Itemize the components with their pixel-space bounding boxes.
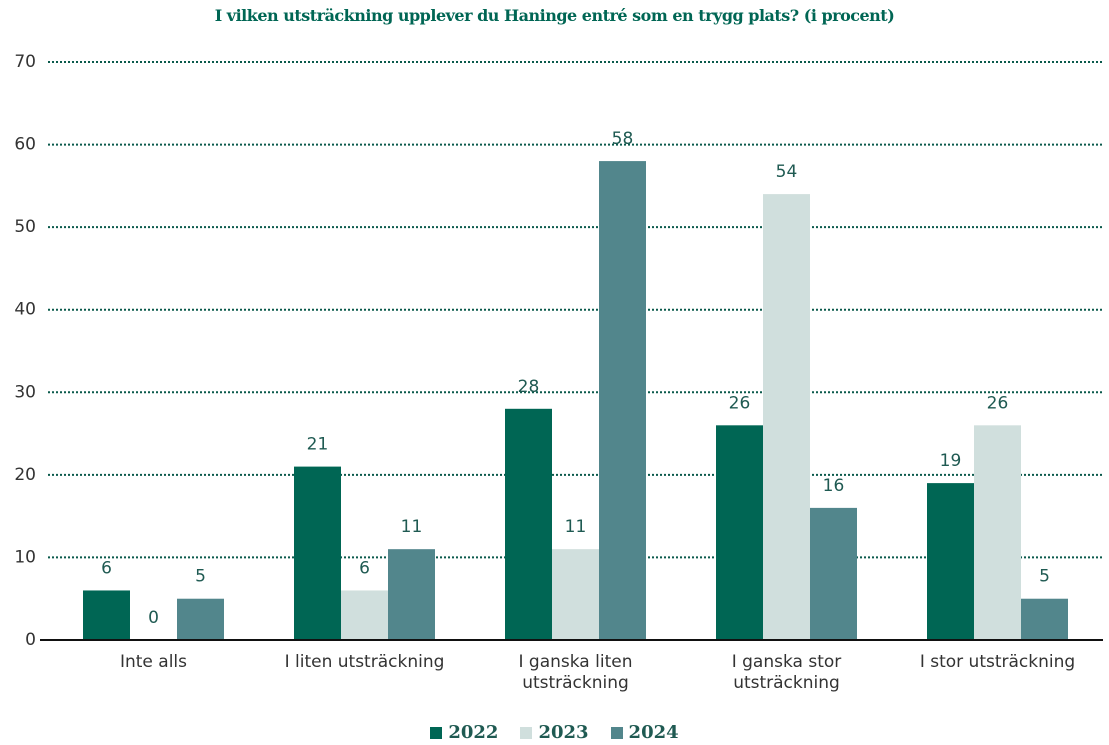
legend-label: 2023	[538, 722, 589, 743]
value-label: 5	[1039, 567, 1050, 587]
value-label: 5	[195, 567, 206, 587]
bar	[927, 483, 974, 640]
x-tick-label: I ganska liten utsträckning	[518, 652, 633, 693]
value-label: 21	[307, 435, 329, 455]
legend-swatch	[610, 726, 623, 739]
chart-title: I vilken utsträckning upplever du Haning…	[214, 6, 895, 25]
bar	[341, 590, 388, 640]
legend: 2022 2023 2024	[0, 722, 1109, 743]
value-label: 11	[565, 517, 587, 537]
y-tick-label: 30	[14, 382, 36, 402]
value-label: 6	[359, 558, 370, 578]
value-label: 19	[940, 451, 962, 471]
bar	[599, 161, 646, 641]
value-label: 26	[729, 393, 751, 413]
bar	[716, 425, 763, 640]
bar	[83, 590, 130, 640]
bar	[505, 408, 552, 640]
value-label: 0	[148, 608, 159, 628]
value-label: 6	[101, 558, 112, 578]
y-tick-label: 50	[14, 217, 36, 237]
bar	[294, 466, 341, 640]
x-tick-label: Inte alls	[119, 652, 188, 672]
legend-label: 2022	[448, 722, 499, 743]
legend-item: 2024	[610, 722, 679, 743]
y-tick-label: 0	[25, 630, 36, 650]
y-tick-label: 60	[14, 135, 36, 155]
bar	[763, 194, 810, 640]
y-tick-label: 20	[14, 465, 36, 485]
y-tick-label: 10	[14, 547, 36, 567]
x-tick-label: I liten utsträckning	[284, 652, 445, 672]
bar	[552, 549, 599, 640]
legend-swatch	[430, 726, 443, 739]
legend-item: 2022	[430, 722, 498, 743]
y-tick-label: 70	[14, 52, 36, 72]
value-label: 26	[987, 393, 1009, 413]
bar	[1021, 598, 1068, 640]
bar	[177, 598, 224, 640]
legend-swatch	[520, 726, 533, 739]
value-label: 11	[401, 517, 423, 537]
x-tick-label: I ganska stor utsträckning	[731, 652, 842, 693]
legend-label: 2024	[628, 722, 679, 743]
value-label: 54	[776, 162, 798, 182]
y-tick-label: 40	[14, 300, 36, 320]
bar	[974, 425, 1021, 640]
value-label: 58	[612, 129, 634, 149]
bar	[388, 549, 435, 640]
legend-item: 2023	[520, 722, 589, 743]
bar	[810, 507, 857, 640]
value-label: 28	[518, 377, 540, 397]
value-label: 16	[823, 476, 845, 496]
x-tick-label: I stor utsträckning	[919, 652, 1076, 672]
